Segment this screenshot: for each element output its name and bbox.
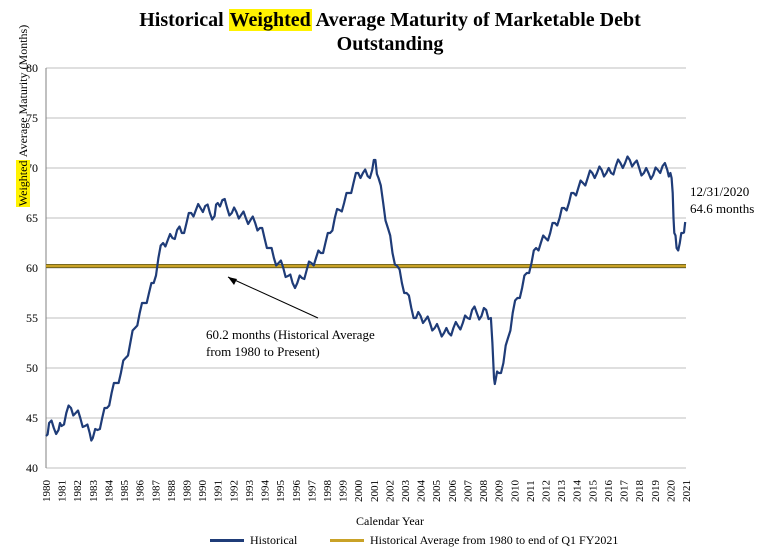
average-annotation-line1: 60.2 months (Historical Average (206, 327, 375, 342)
y-tick-label: 50 (26, 361, 38, 375)
y-tick-label: 65 (26, 211, 38, 225)
x-tick-label: 2013 (556, 480, 568, 503)
x-tick-label: 1987 (150, 480, 162, 503)
x-tick-label: 1997 (306, 480, 318, 503)
latest-annotation-value: 64.6 months (690, 201, 755, 216)
x-tick-label: 1996 (291, 480, 303, 503)
x-tick-label: 1992 (228, 480, 240, 502)
x-tick-label: 2020 (665, 480, 677, 503)
x-tick-label: 2005 (431, 480, 443, 503)
ylabel-highlight: Weighted (16, 159, 30, 208)
x-tick-label: 1988 (166, 480, 178, 503)
x-tick-label: 1982 (72, 480, 84, 502)
latest-annotation: 12/31/2020 64.6 months (690, 183, 754, 217)
x-tick-label: 2019 (650, 480, 662, 503)
y-tick-label: 55 (26, 311, 38, 325)
x-tick-label: 1984 (103, 480, 115, 503)
average-annotation-line2: from 1980 to Present) (206, 344, 320, 359)
x-axis-label: Calendar Year (356, 514, 424, 528)
x-tick-label: 2014 (572, 480, 584, 503)
x-tick-label: 2021 (681, 480, 693, 502)
x-tick-label: 1985 (119, 480, 131, 503)
series-layer (45, 155, 687, 442)
historical-line (45, 155, 687, 442)
legend-item-historical: Historical (210, 533, 297, 548)
x-tick-label: 2010 (509, 480, 521, 503)
x-tick-label: 2012 (541, 480, 553, 502)
x-tick-label: 2016 (603, 480, 615, 503)
x-tick-label: 1995 (275, 480, 287, 503)
x-tick-label: 2003 (400, 480, 412, 503)
legend-swatch-average (330, 539, 364, 542)
x-tick-label: 2011 (525, 480, 537, 502)
ylabel-rest: Average Maturity (Months) (16, 24, 30, 160)
x-tick-label: 2015 (587, 480, 599, 503)
x-tick-label: 1983 (88, 480, 100, 503)
x-tick-label: 1993 (244, 480, 256, 503)
x-tick-label: 2009 (494, 480, 506, 503)
legend-swatch-historical (210, 539, 244, 542)
y-tick-label: 45 (26, 411, 38, 425)
avg-arrow (227, 276, 319, 319)
legend-label-historical: Historical (250, 533, 298, 547)
x-tick-label: 2017 (619, 480, 631, 503)
x-tick-label: 2008 (478, 480, 490, 503)
x-tick-label: 1999 (338, 480, 350, 503)
latest-annotation-date: 12/31/2020 (690, 184, 750, 199)
x-tick-label: 2000 (353, 480, 365, 503)
legend-label-average: Historical Average from 1980 to end of Q… (370, 533, 619, 547)
x-tick-label: 2002 (384, 480, 396, 502)
x-tick-label: 2007 (462, 480, 474, 503)
x-tick-label: 1980 (41, 480, 53, 503)
x-tick-label: 1998 (322, 480, 334, 503)
x-tick-label: 1989 (181, 480, 193, 503)
x-tick-label: 2004 (416, 480, 428, 503)
x-tick-label: 1994 (260, 480, 272, 503)
y-tick-label: 60 (26, 261, 38, 275)
avg-arrow-head (228, 277, 237, 285)
average-annotation: 60.2 months (Historical Average from 198… (206, 326, 375, 360)
x-tick-label: 2006 (447, 480, 459, 503)
y-axis-label: Weighted Average Maturity (Months) (16, 0, 32, 266)
y-tick-label: 80 (26, 61, 38, 75)
y-tick-label: 40 (26, 461, 38, 475)
x-tick-label: 1990 (197, 480, 209, 503)
legend-item-average: Historical Average from 1980 to end of Q… (330, 533, 618, 548)
x-tick-label: 2018 (634, 480, 646, 503)
title-line2: Outstanding (336, 33, 444, 55)
x-tick-label: 1981 (57, 480, 69, 502)
y-tick-label: 75 (26, 111, 38, 125)
x-tick-label: 1986 (135, 480, 147, 503)
chart-title: Historical Weighted Average Maturity of … (70, 8, 710, 56)
x-tick-label: 2001 (369, 480, 381, 502)
title-highlight: Weighted (228, 9, 312, 31)
title-part2: Average Maturity of Marketable Debt (311, 9, 641, 31)
x-tick-label: 1991 (213, 480, 225, 502)
x-axis-ticks: 1980 1981 1982 1983 1984 1985 1986 1987 1988 1989… (41, 480, 693, 503)
title-part1: Historical (139, 9, 229, 31)
